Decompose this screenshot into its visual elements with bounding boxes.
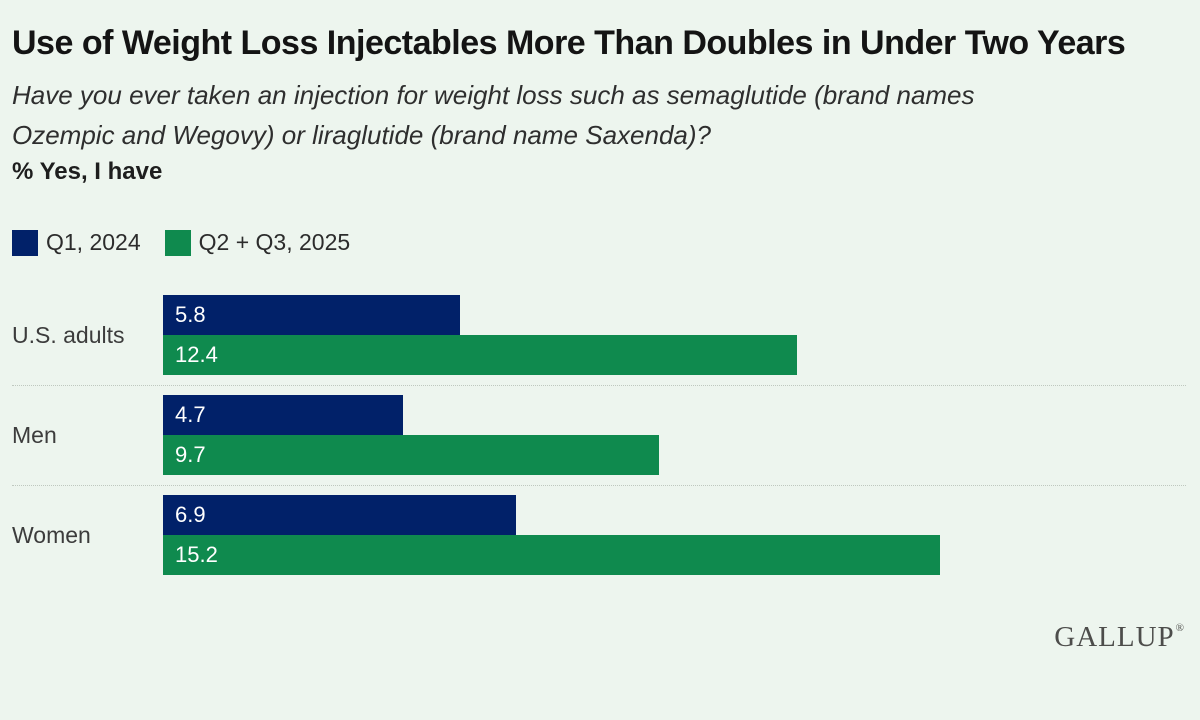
chart-row-us-adults: U.S. adults 5.8 12.4 [12, 286, 1186, 386]
chart-row-men: Men 4.7 9.7 [12, 386, 1186, 486]
bar-q1-2024-women: 6.9 [163, 495, 516, 535]
category-label-men: Men [12, 421, 57, 448]
metric-label: % Yes, I have [12, 158, 163, 185]
gallup-logo: GALLUP® [1054, 621, 1184, 654]
legend: Q1, 2024 Q2 + Q3, 2025 [12, 229, 1186, 256]
bar-q1-2024-men: 4.7 [163, 395, 404, 435]
bar-q2-q3-2025-women: 15.2 [163, 535, 941, 575]
bar-q2-q3-2025-us-adults: 12.4 [163, 335, 798, 375]
category-label-us-adults: U.S. adults [12, 321, 125, 348]
bar-q1-2024-us-adults: 5.8 [163, 295, 460, 335]
gallup-wordmark: GALLUP [1054, 621, 1175, 653]
registered-trademark-mark: ® [1175, 622, 1185, 634]
bar-group-us-adults: 5.8 12.4 [163, 295, 1186, 375]
chart-footer: GALLUP® [12, 621, 1186, 654]
chart-row-women: Women 6.9 15.2 [12, 486, 1186, 585]
chart-subtitle: Have you ever taken an injection for wei… [12, 80, 975, 150]
legend-swatch-green [164, 229, 191, 256]
category-label-women: Women [12, 521, 91, 548]
bar-value-label: 4.7 [175, 402, 206, 427]
legend-item-q2-q3-2025: Q2 + Q3, 2025 [164, 229, 351, 256]
legend-label-q2-q3-2025: Q2 + Q3, 2025 [198, 229, 351, 255]
legend-swatch-navy [12, 229, 38, 256]
bar-chart: U.S. adults 5.8 12.4 Men 4.7 9.7 [12, 286, 1186, 585]
bar-value-label: 15.2 [175, 542, 218, 567]
bar-value-label: 6.9 [175, 502, 206, 527]
bar-value-label: 9.7 [175, 442, 206, 467]
bar-value-label: 5.8 [175, 302, 206, 327]
legend-label-q1-2024: Q1, 2024 [46, 229, 141, 255]
bar-q2-q3-2025-men: 9.7 [163, 435, 660, 475]
bar-group-men: 4.7 9.7 [163, 395, 1186, 475]
bar-value-label: 12.4 [175, 342, 218, 367]
bar-group-women: 6.9 15.2 [163, 495, 1186, 575]
chart-header: Use of Weight Loss Injectables More Than… [12, 20, 1186, 187]
legend-item-q1-2024: Q1, 2024 [12, 229, 141, 256]
chart-title: Use of Weight Loss Injectables More Than… [12, 24, 1126, 62]
